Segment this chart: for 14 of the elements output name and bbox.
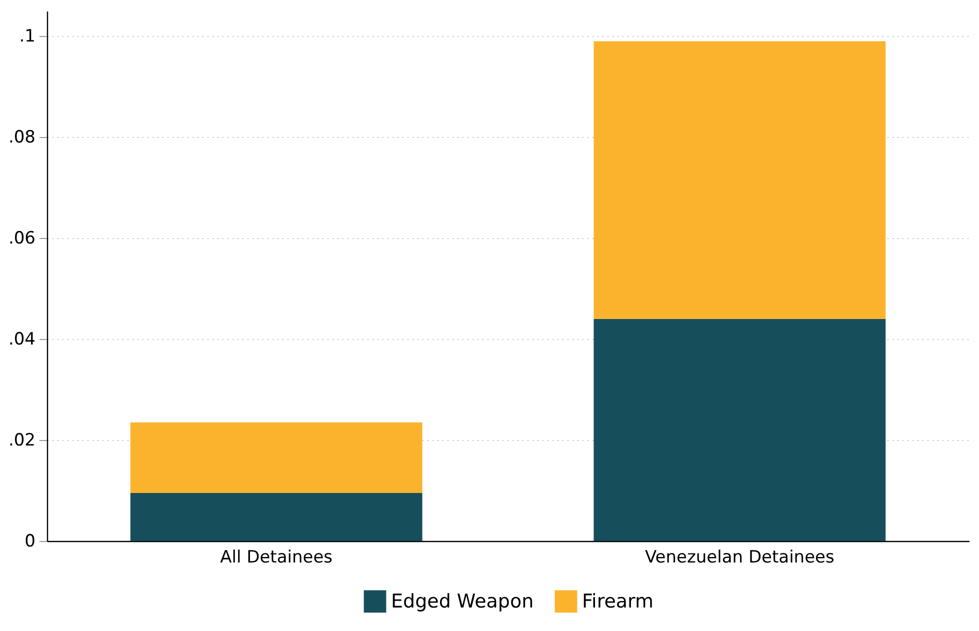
bar — [130, 493, 422, 541]
x-tick-label: All Detainees — [220, 548, 333, 568]
bar — [130, 422, 422, 494]
x-tick-label: Venezuelan Detainees — [644, 548, 834, 568]
y-tick-label: 0 — [24, 532, 36, 552]
legend-label: Firearm — [582, 590, 654, 612]
y-tick-label: .06 — [8, 228, 36, 249]
legend-label: Edged Weapon — [391, 590, 534, 612]
y-tick-label: .08 — [8, 128, 36, 148]
bar — [594, 41, 886, 319]
y-tick-label: .1 — [19, 26, 36, 47]
y-tick-label: .04 — [8, 330, 36, 350]
bar — [594, 318, 886, 541]
y-tick-label: .02 — [8, 430, 36, 451]
